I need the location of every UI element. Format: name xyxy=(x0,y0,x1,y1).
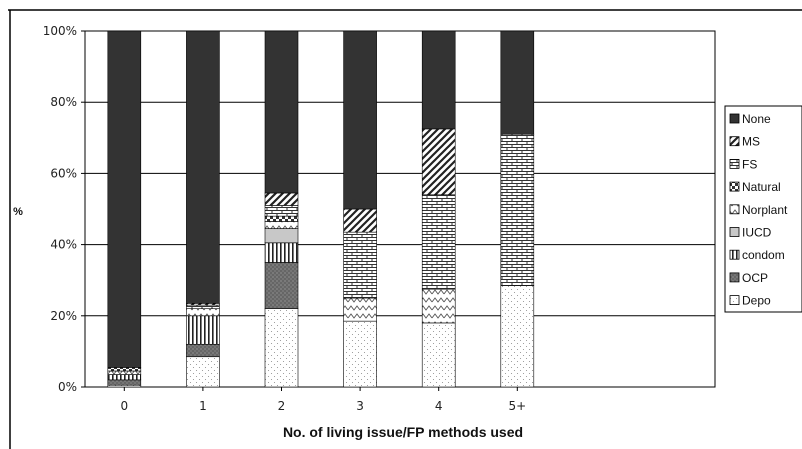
bar-segment-condom xyxy=(107,374,142,381)
bar-segment-ocp xyxy=(186,343,220,358)
legend-label-ocp: OCP xyxy=(742,271,768,285)
bar-segment-depo xyxy=(343,320,377,388)
x-tick-label: 2 xyxy=(278,399,286,413)
bar-segment-ms xyxy=(264,192,299,206)
legend-label-condom: condom xyxy=(742,248,785,262)
bar-segment-none xyxy=(500,30,535,135)
bar-segment-norplant xyxy=(107,370,142,375)
legend-swatch-norplant xyxy=(729,204,740,215)
legend-swatch-none xyxy=(729,113,740,124)
bar-segment-norplant xyxy=(264,221,299,229)
legend-swatch-depo xyxy=(729,295,740,306)
bar-segment-none xyxy=(343,30,377,210)
bar-segment-depo xyxy=(500,285,535,388)
bar-segment-norplant xyxy=(343,297,377,322)
y-tick-label: 20% xyxy=(50,309,77,323)
legend-label-fs: FS xyxy=(742,157,757,171)
bar-segment-ocp xyxy=(107,379,142,386)
x-tick-label: 4 xyxy=(435,399,443,413)
bar-segment-fs xyxy=(500,133,535,286)
legend-label-natural: Natural xyxy=(742,180,781,194)
plot-background xyxy=(85,31,715,387)
bar-segment-fs xyxy=(421,194,456,290)
legend-swatch-fs xyxy=(729,158,740,169)
legend-label-depo: Depo xyxy=(742,294,771,308)
x-tick-label: 3 xyxy=(356,399,364,413)
y-tick-label: 80% xyxy=(50,95,77,109)
bar-segment-iucd xyxy=(264,228,299,244)
plot-border xyxy=(84,30,716,388)
bar-segment-ms xyxy=(421,128,456,196)
bar-segment-fs xyxy=(343,231,377,299)
legend-label-norplant: Norplant xyxy=(742,203,788,217)
legend-label-iucd: IUCD xyxy=(742,226,772,240)
bar-segment-ocp xyxy=(264,262,299,309)
legend-label-none: None xyxy=(742,112,771,126)
y-tick-label: 0% xyxy=(58,380,77,394)
y-tick-label: 40% xyxy=(50,238,77,252)
bar-segment-depo xyxy=(186,356,220,388)
legend-swatch-natural xyxy=(729,181,740,192)
legend: None MS FS Natural Norplant IUCD condom OCP Depo xyxy=(724,105,802,313)
bar-segment-condom xyxy=(264,242,299,263)
bar-segment-none xyxy=(421,30,456,130)
legend-label-ms: MS xyxy=(742,135,760,149)
legend-swatch-ms xyxy=(729,136,740,147)
y-axis-title: % xyxy=(13,206,23,218)
bar-segment-natural xyxy=(264,215,299,222)
bar-segment-fs xyxy=(264,205,299,217)
legend-swatch-condom xyxy=(729,249,740,260)
bar-segment-none xyxy=(107,30,142,368)
y-tick-label: 60% xyxy=(50,166,77,180)
plot-area: 0% 20% 40% 60% 80% 100% 0 1 2 3 4 5+ No. of living i… xyxy=(13,24,716,440)
bar-segment-depo xyxy=(421,322,456,388)
bar-segment-norplant xyxy=(421,288,456,324)
bar-segment-condom xyxy=(186,315,220,345)
bar-segment-depo xyxy=(264,308,299,388)
bar-segment-norplant xyxy=(186,308,220,317)
x-axis-title: No. of living issue/FP methods used xyxy=(283,424,523,440)
bar-segment-ms xyxy=(343,208,377,233)
y-tick-label: 100% xyxy=(43,24,77,38)
bar-segment-fs xyxy=(186,304,220,309)
bar-segment-none xyxy=(264,30,299,194)
x-tick-label: 0 xyxy=(120,399,128,413)
legend-swatch-ocp xyxy=(729,272,740,283)
x-tick-label: 5+ xyxy=(508,399,526,413)
legend-swatch-iucd xyxy=(729,227,740,237)
bar-segment-none xyxy=(186,30,220,304)
bar-segment-natural xyxy=(107,367,142,372)
x-tick-label: 1 xyxy=(199,399,207,413)
